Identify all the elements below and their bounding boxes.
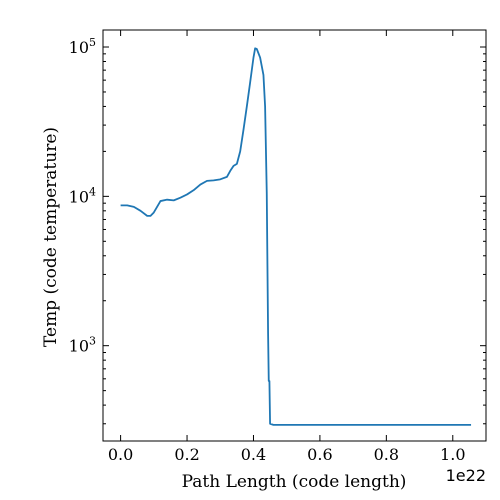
y-tick-label: 103 xyxy=(69,335,96,356)
x-axis-label: Path Length (code length) xyxy=(182,472,407,492)
plot-frame xyxy=(102,29,487,442)
y-axis-label: Temp (code temperature) xyxy=(41,127,61,347)
y-tick-label: 104 xyxy=(69,185,96,206)
temperature-series-line xyxy=(120,47,472,426)
x-tick-label: 0.6 xyxy=(307,445,332,464)
x-tick-label: 0.2 xyxy=(174,445,199,464)
y-tick-label: 105 xyxy=(69,36,96,57)
x-tick-label: 0.4 xyxy=(241,445,266,464)
x-tick-label: 0.0 xyxy=(108,445,133,464)
x-tick-label: 0.8 xyxy=(374,445,399,464)
x-axis-offset-label: 1e22 xyxy=(446,466,486,485)
x-tick-label: 1.0 xyxy=(440,445,465,464)
